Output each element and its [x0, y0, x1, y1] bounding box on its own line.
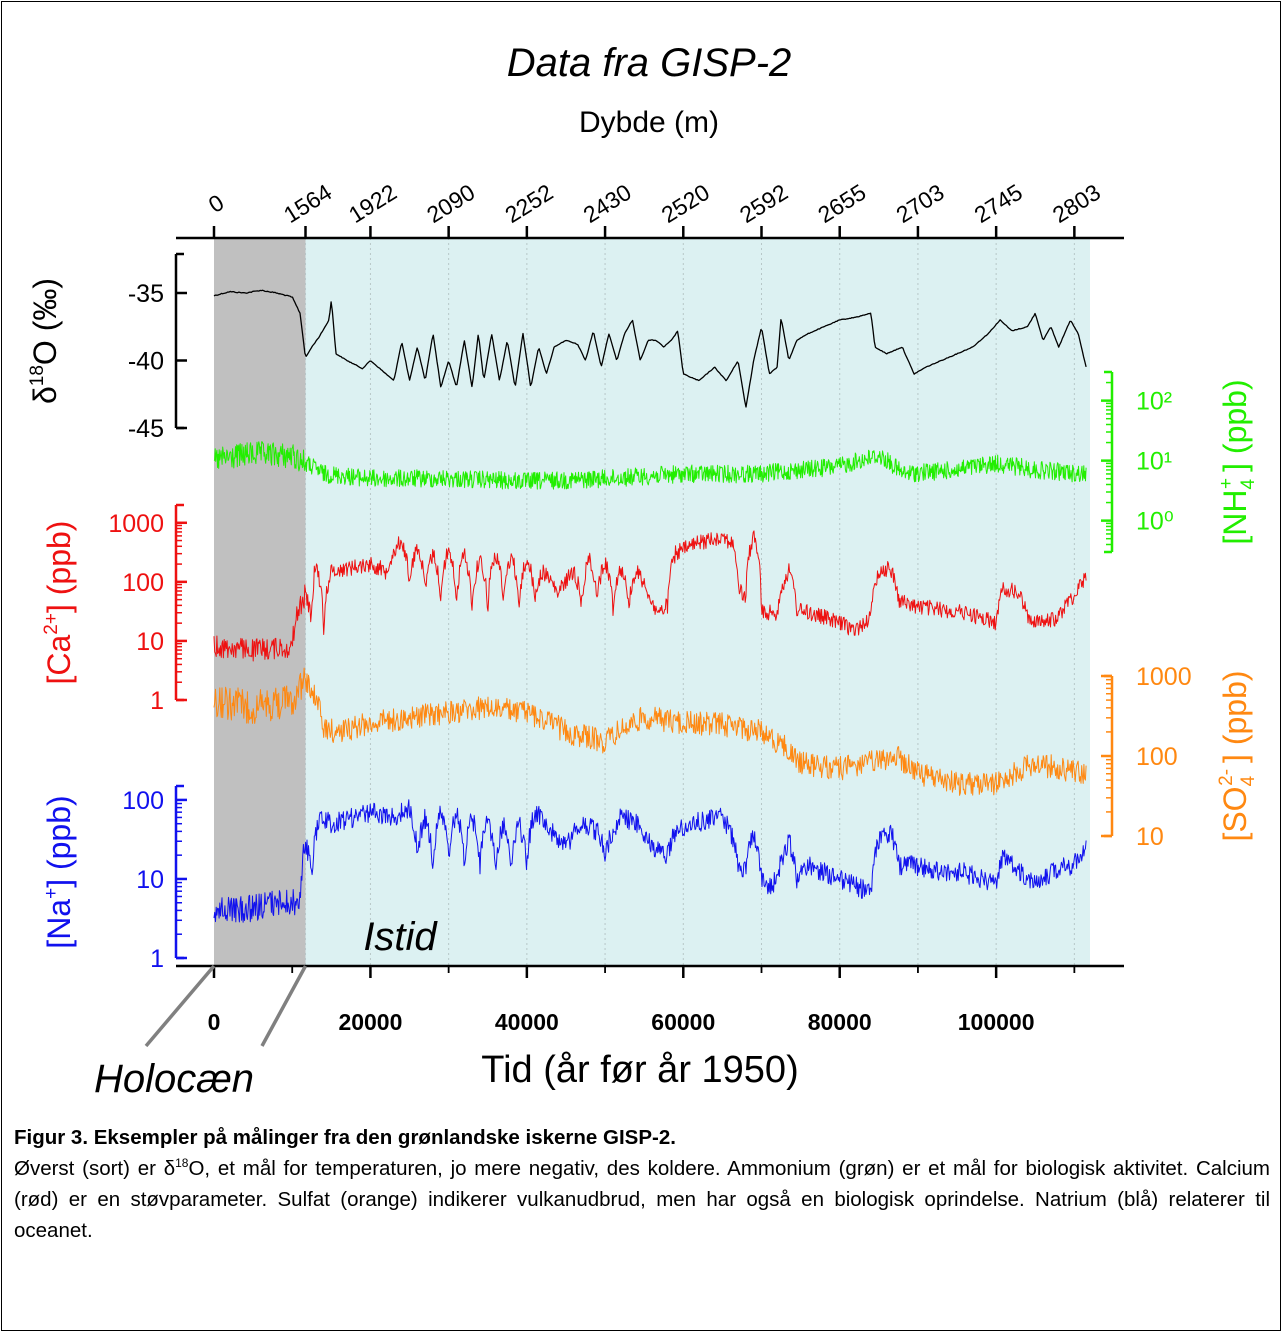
caption-body: Øverst (sort) er δ18O, et mål for temper…	[14, 1153, 1270, 1246]
trace-Ca	[213, 530, 1087, 662]
top-tick-label-5: 2430	[579, 179, 636, 228]
holocene-pointer-left	[144, 964, 216, 1048]
top-tick-label-11: 2803	[1048, 179, 1105, 228]
axis-title-part: [NH	[1217, 490, 1253, 545]
tick-label-NH4-2: 10²	[1136, 388, 1172, 416]
top-axis-label: Dybde (m)	[579, 106, 719, 139]
labels: 0 20000 40000 60000 80000 100000 Tid (år før å…	[27, 41, 1259, 1100]
trace-NH4	[213, 441, 1087, 490]
caption-body-start: Øverst (sort) er δ	[14, 1157, 176, 1180]
grid-lines	[305, 238, 1075, 966]
axis-title-sup: +	[1216, 478, 1237, 489]
tick-label-d18O-1: -40	[128, 348, 164, 376]
tick-label-NH4-0: 10⁰	[1136, 508, 1174, 536]
caption-body-end: O, et mål for temperaturen, jo mere nega…	[14, 1157, 1271, 1242]
axis-title-part: ] (ppb)	[41, 795, 77, 887]
top-tick-label-7: 2592	[735, 179, 792, 228]
top-tick-label-6: 2520	[657, 179, 714, 228]
bottom-tick-label-4: 80000	[808, 1009, 872, 1035]
top-tick-label-0: 0	[204, 189, 229, 218]
x-axis-label: Tid (år før år 1950)	[481, 1049, 798, 1091]
tick-label-Ca-1: 10	[136, 628, 164, 656]
axis-title-NH4: [NH4+ ] (ppb)	[1216, 379, 1259, 544]
axes	[144, 226, 1124, 1048]
caption-title: Figur 3. Eksempler på målinger fra den g…	[14, 1126, 676, 1149]
tick-label-NH4-1: 10¹	[1136, 448, 1172, 476]
tick-label-SO4-0: 10	[1136, 823, 1164, 851]
tick-label-SO4-2: 1000	[1136, 663, 1192, 691]
tick-label-Ca-3: 1000	[108, 510, 164, 538]
top-tick-label-9: 2703	[891, 179, 948, 228]
top-tick-label-10: 2745	[970, 179, 1027, 228]
axis-title-sub: 4	[1238, 479, 1259, 490]
tick-label-Ca-0: 1	[150, 687, 164, 715]
tick-label-Na-2: 100	[122, 787, 164, 815]
axis-title-part: [SO	[1217, 786, 1253, 841]
top-tick-label-3: 2090	[422, 179, 479, 228]
top-tick-label-1: 1564	[279, 179, 336, 228]
bottom-tick-label-3: 60000	[651, 1009, 715, 1035]
axis-title-sup: +	[41, 888, 62, 899]
top-tick-label-2: 1922	[344, 179, 401, 228]
axis-title-d18O: δ18O (‰)	[27, 278, 63, 404]
axis-title-sup: 18	[27, 365, 48, 386]
tick-label-Na-0: 1	[150, 945, 164, 973]
period-band-0	[214, 238, 306, 966]
tick-label-d18O-0: -45	[128, 415, 164, 443]
bottom-tick-label-0: 0	[208, 1009, 221, 1035]
axis-title-SO4: [SO42- ] (ppb)	[1216, 670, 1259, 841]
top-tick-label-8: 2655	[813, 179, 870, 228]
figure-caption: Figur 3. Eksempler på målinger fra den g…	[14, 1122, 1270, 1246]
tick-label-Ca-2: 100	[122, 569, 164, 597]
istid-label: Istid	[363, 915, 438, 959]
axis-title-sup: 2-	[1216, 769, 1237, 786]
series-traces	[213, 289, 1087, 923]
bottom-tick-label-1: 20000	[338, 1009, 402, 1035]
holocene-pointer-right	[260, 965, 308, 1047]
tick-label-SO4-1: 100	[1136, 743, 1178, 771]
axis-title-Na: [Na+] (ppb)	[41, 795, 77, 948]
tick-label-d18O-2: -35	[128, 280, 164, 308]
bottom-tick-label-5: 100000	[958, 1009, 1035, 1035]
top-tick-label-4: 2252	[500, 179, 557, 228]
axis-title-sup: 2+	[41, 613, 62, 635]
axis-title-part: [Ca	[41, 634, 77, 684]
trace-Na	[213, 799, 1087, 923]
holocene-label: Holocæn	[94, 1057, 254, 1100]
trace-d18O	[213, 289, 1087, 408]
axis-title-part: ] (ppb)	[1217, 379, 1253, 471]
axis-title-sub: 4	[1238, 775, 1259, 786]
trace-SO4	[213, 667, 1087, 796]
tick-label-Na-1: 10	[136, 866, 164, 894]
chart-title: Data fra GISP-2	[507, 41, 792, 85]
axis-title-part: ] (ppb)	[1217, 670, 1253, 762]
bottom-tick-label-2: 40000	[495, 1009, 559, 1035]
axis-title-part: [Na	[41, 899, 77, 949]
caption-body-superscript: 18	[175, 1156, 189, 1170]
gisp2-chart: 0 20000 40000 60000 80000 100000 Tid (år før å…	[27, 41, 1259, 1100]
axis-title-Ca: [Ca2+] (ppb)	[41, 521, 77, 685]
axis-title-part: ] (ppb)	[41, 521, 77, 613]
axis-title-part: O (‰)	[27, 278, 63, 365]
axis-title-part: δ	[27, 386, 63, 404]
